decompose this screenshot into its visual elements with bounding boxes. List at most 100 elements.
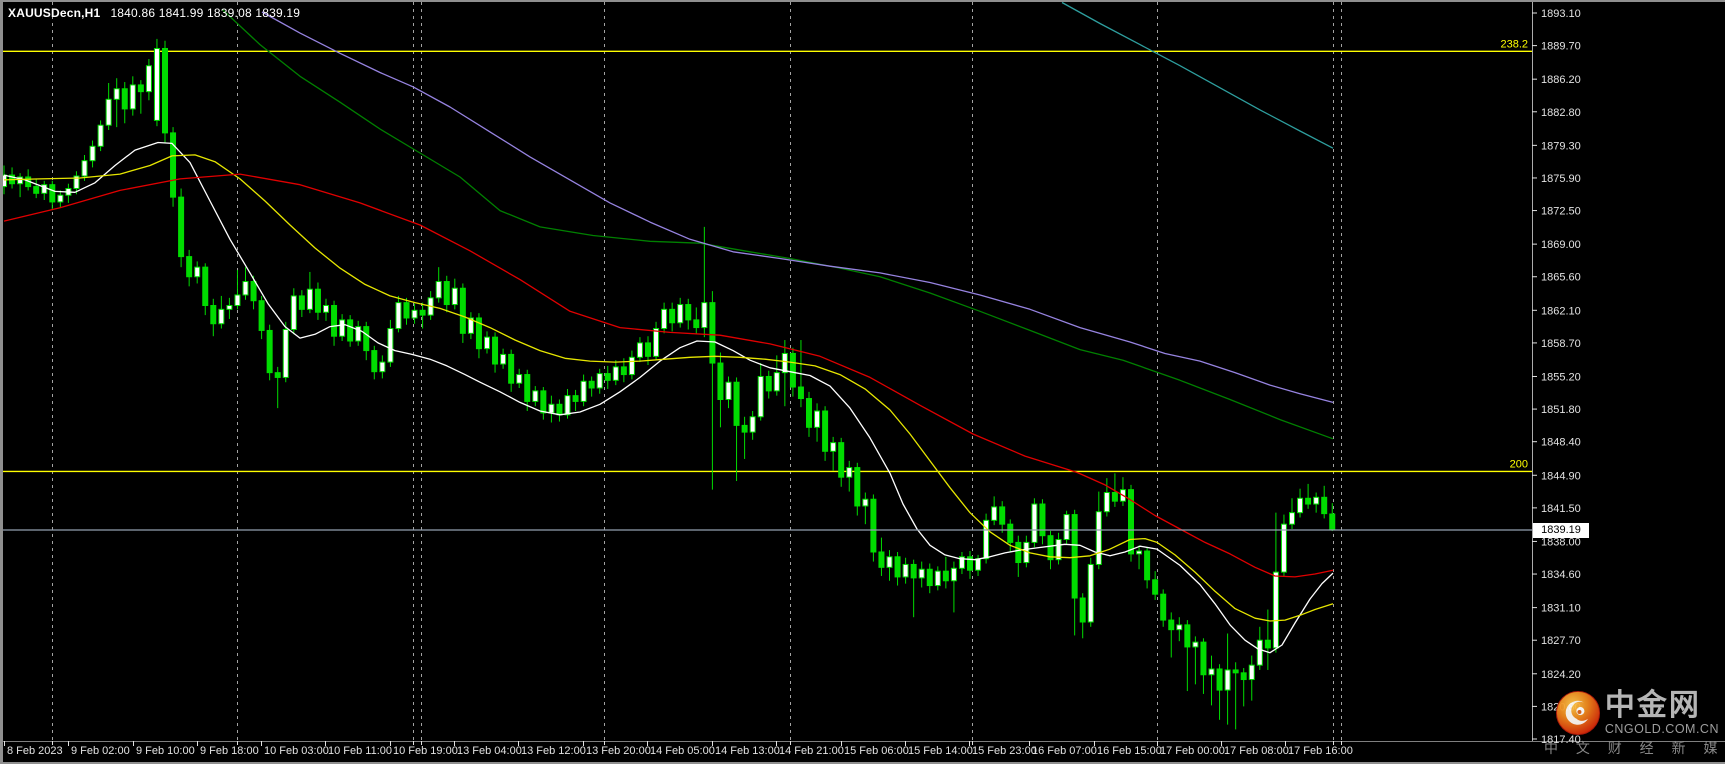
time-tick-label[interactable]: 15 Feb 23:00 xyxy=(972,745,1037,757)
candle-body xyxy=(1208,668,1215,676)
candle-body xyxy=(572,395,579,402)
price-tick-label: 1831.10 xyxy=(1541,603,1581,615)
price-tick-label: 1875.90 xyxy=(1541,173,1581,185)
time-tick-label[interactable]: 9 Feb 18:00 xyxy=(200,745,259,757)
candle-body xyxy=(822,410,829,452)
candle-body xyxy=(395,302,402,330)
candle-body xyxy=(1007,523,1014,543)
candle-body xyxy=(258,300,265,331)
candle-body xyxy=(1136,550,1143,555)
candle-body xyxy=(314,288,321,313)
candle-body xyxy=(170,132,177,198)
time-tick-label[interactable]: 14 Feb 13:00 xyxy=(715,745,780,757)
candle-body xyxy=(57,194,64,203)
candle-body xyxy=(1280,523,1287,573)
price-tick-label: 1855.20 xyxy=(1541,371,1581,383)
price-tick-label: 1834.60 xyxy=(1541,569,1581,581)
cngold-logo-icon xyxy=(1555,690,1600,736)
candle-body xyxy=(1313,496,1320,505)
time-tick-label[interactable]: 17 Feb 16:00 xyxy=(1288,745,1353,757)
candle-body xyxy=(1063,514,1070,541)
candle-body xyxy=(902,563,909,578)
time-tick-label[interactable]: 10 Feb 11:00 xyxy=(328,745,392,757)
symbol-timeframe-label: XAUUSDecn,H1 xyxy=(8,6,101,20)
candle-body xyxy=(588,380,595,389)
candle-body xyxy=(773,372,780,392)
candle-body xyxy=(266,329,273,374)
candle-body xyxy=(145,65,152,93)
candle-body xyxy=(379,361,386,373)
price-tick-label: 1851.80 xyxy=(1541,404,1581,416)
candle-body xyxy=(781,352,788,374)
candle-body xyxy=(749,416,756,433)
time-tick-label[interactable]: 15 Feb 14:00 xyxy=(908,745,973,757)
price-tick-label: 1865.60 xyxy=(1541,272,1581,284)
watermark-brand-text: 中金网 xyxy=(1604,688,1701,722)
candle-body xyxy=(443,281,450,306)
price-tick-label: 1862.10 xyxy=(1541,305,1581,317)
candle-body xyxy=(484,336,490,350)
candle-body xyxy=(162,47,168,134)
time-tick-label[interactable]: 8 Feb 2023 xyxy=(7,745,63,757)
candle-body xyxy=(958,556,965,569)
candle-body xyxy=(1015,541,1022,564)
candle-body xyxy=(830,442,837,452)
time-tick-label[interactable]: 10 Feb 19:00 xyxy=(393,745,458,757)
candle-body xyxy=(653,328,660,357)
time-tick-label[interactable]: 9 Feb 02:00 xyxy=(71,745,130,757)
candle-body xyxy=(532,390,539,402)
candle-body xyxy=(999,506,1006,525)
time-tick-label[interactable]: 10 Feb 03:00 xyxy=(264,745,329,757)
candle-body xyxy=(33,186,40,194)
candle-body xyxy=(17,176,24,185)
time-tick-label[interactable]: 13 Feb 04:00 xyxy=(457,745,522,757)
candle-body xyxy=(363,326,370,352)
ma-green-line xyxy=(221,8,1334,440)
price-tick-label: 1882.80 xyxy=(1541,107,1581,119)
candle-body xyxy=(105,98,112,126)
candle-body xyxy=(49,184,56,203)
price-tick-label: 1844.90 xyxy=(1541,470,1581,482)
candle-body xyxy=(1289,512,1295,525)
time-tick-label[interactable]: 14 Feb 21:00 xyxy=(779,745,844,757)
ma-white-line xyxy=(3,141,1334,654)
candle-body xyxy=(1031,503,1038,543)
candle-body xyxy=(1329,513,1336,531)
candle-body xyxy=(838,442,845,478)
candle-body xyxy=(991,506,998,521)
time-tick-label[interactable]: 13 Feb 12:00 xyxy=(521,745,586,757)
candle-body xyxy=(1168,619,1175,631)
candle-body xyxy=(226,305,233,310)
level-label: 200 xyxy=(1510,458,1528,470)
time-tick-label[interactable]: 9 Feb 10:00 xyxy=(136,745,195,757)
candle-body xyxy=(1160,593,1167,621)
candle-body xyxy=(693,319,700,329)
time-tick-label[interactable]: 15 Feb 06:00 xyxy=(844,745,909,757)
candle-body xyxy=(1071,514,1078,599)
candle-body xyxy=(210,305,217,325)
candle-body xyxy=(1216,668,1223,691)
candle-body xyxy=(709,302,716,364)
candle-body xyxy=(1264,639,1271,649)
time-tick-label[interactable]: 17 Feb 00:00 xyxy=(1160,745,1225,757)
candle-body xyxy=(910,563,917,579)
candle-body xyxy=(524,374,531,402)
candle-body xyxy=(886,556,893,568)
time-tick-label[interactable]: 16 Feb 15:00 xyxy=(1097,745,1162,757)
candle-body xyxy=(121,88,128,110)
time-tick-label[interactable]: 16 Feb 07:00 xyxy=(1032,745,1097,757)
candle-body xyxy=(870,498,877,553)
window-border-bottom xyxy=(0,762,1725,764)
candle-body xyxy=(298,295,305,310)
chart-title: XAUUSDecn,H1 1840.86 1841.99 1839.08 1839… xyxy=(8,6,300,20)
time-tick-label[interactable]: 14 Feb 05:00 xyxy=(650,745,715,757)
time-tick-label[interactable]: 13 Feb 20:00 xyxy=(586,745,651,757)
price-tick-label: 1838.00 xyxy=(1541,536,1581,548)
candle-body xyxy=(620,366,627,376)
candle-body xyxy=(967,556,973,571)
candle-body xyxy=(685,304,692,321)
candle-body xyxy=(580,380,587,402)
time-tick-label[interactable]: 17 Feb 08:00 xyxy=(1224,745,1289,757)
